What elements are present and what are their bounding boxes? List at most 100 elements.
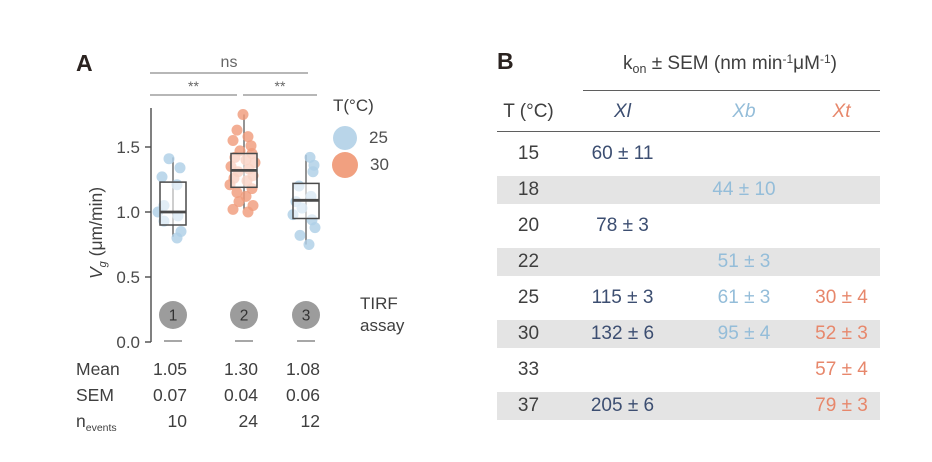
panel-b-label: B (497, 48, 514, 74)
kon-table-title: kon ± SEM (nm min-1μM-1) (623, 52, 837, 76)
stats-row-mean: Mean 1.05 1.30 1.08 (0, 359, 460, 383)
xb-value-cell: 61 ± 3 (717, 287, 771, 308)
legend-entry-25: 25 (333, 124, 389, 151)
table-row: 15 60 ± 11 (497, 136, 880, 172)
table-row: 20 78 ± 3 (497, 208, 880, 244)
xl-value-cell (560, 352, 685, 388)
y-axis-unit: (μm/min) (86, 186, 106, 262)
xl-value-cell (560, 244, 685, 280)
tirf-assay-line1: TIRF (360, 294, 398, 313)
assay-number: 2 (240, 308, 249, 325)
data-point (171, 232, 183, 244)
legend-swatch-30 (332, 151, 358, 178)
mean-value-2: 1.30 (223, 359, 258, 379)
significance-label-0: ns (221, 54, 238, 71)
xl-value-cell: 132 ± 6 (590, 323, 655, 344)
xt-value-cell (803, 172, 880, 208)
boxplot-group-2: 2 (224, 109, 261, 342)
temp-cell: 22 (517, 251, 540, 272)
xb-value-cell (685, 352, 803, 388)
header-xl: Xl (614, 101, 631, 122)
xt-value-cell: 52 ± 3 (815, 323, 868, 344)
boxplot-group-3: 3 (287, 151, 321, 342)
assay-number: 3 (302, 308, 311, 325)
legend-title: T(°C) (333, 96, 374, 115)
sem-label: SEM (76, 385, 114, 405)
xb-value-cell (685, 388, 803, 424)
data-point (156, 171, 168, 183)
tirf-assay-label: TIRF assay (360, 293, 404, 337)
temp-cell: 33 (517, 359, 540, 380)
header-temperature: T (°C) (503, 101, 554, 122)
data-point (242, 206, 254, 218)
assay-number-circle (159, 301, 187, 329)
sem-value-2: 0.04 (223, 385, 258, 405)
min-exponent: -1 (782, 52, 794, 66)
um-exponent: -1 (819, 52, 831, 66)
significance-label-1: ** (188, 78, 199, 94)
y-axis-variable: V (86, 267, 106, 280)
temp-cell: 30 (517, 323, 540, 344)
legend-entry-30: 30 (332, 151, 389, 178)
table-row: 18 44 ± 10 (497, 172, 880, 208)
temp-cell: 37 (517, 395, 540, 416)
xb-value-cell: 95 ± 4 (717, 323, 771, 344)
table-row: 22 51 ± 3 (497, 244, 880, 280)
temp-cell: 25 (517, 287, 540, 308)
y-tick-label: 0.0 (116, 333, 140, 352)
mean-label: Mean (76, 359, 120, 379)
stats-row-sem: SEM 0.07 0.04 0.06 (0, 385, 460, 409)
xb-value-cell (685, 136, 803, 172)
xl-value-cell: 205 ± 6 (590, 395, 655, 416)
xl-value-cell: 78 ± 3 (596, 215, 649, 236)
data-point (233, 196, 245, 208)
data-point (227, 135, 239, 146)
data-point (227, 203, 239, 215)
legend-label-30: 30 (370, 154, 389, 174)
data-point (237, 109, 249, 120)
temp-cell: 20 (517, 215, 540, 236)
mean-value-1: 1.05 (152, 359, 187, 379)
title-underline (583, 90, 880, 91)
data-point (307, 166, 319, 178)
xt-value-cell (803, 136, 880, 172)
header-underline (497, 131, 880, 132)
data-point (309, 222, 321, 234)
temperature-legend: T(°C) 25 30 (332, 96, 389, 178)
n-events-subscript: events (85, 422, 117, 434)
xb-value-cell (685, 208, 803, 244)
xb-value-cell: 51 ± 3 (717, 251, 771, 272)
n-value-2: 24 (238, 411, 258, 431)
assay-number: 1 (169, 308, 178, 325)
y-tick-label: 0.5 (116, 268, 140, 287)
xt-value-cell: 57 ± 4 (815, 359, 868, 380)
xt-value-cell (803, 244, 880, 280)
xl-value-cell: 115 ± 3 (591, 287, 654, 308)
panel-a-label: A (76, 50, 93, 76)
xl-value-cell: 60 ± 11 (591, 143, 654, 164)
n-value-1: 10 (167, 411, 187, 431)
temp-cell: 15 (517, 143, 540, 164)
table-row: 30 132 ± 6 95 ± 4 52 ± 3 (497, 316, 880, 352)
y-axis-title: Vg (μm/min) (86, 153, 109, 313)
header-xb: Xb (732, 101, 756, 122)
temp-cell: 18 (517, 179, 540, 200)
kon-subscript: on (632, 62, 647, 76)
data-point (174, 162, 186, 174)
legend-label-25: 25 (369, 127, 388, 147)
stats-row-n-events: nevents 10 24 12 (0, 411, 460, 435)
table-row: 25 115 ± 3 61 ± 3 30 ± 4 (497, 280, 880, 316)
assay-number-circle (292, 301, 320, 329)
n-value-3: 12 (300, 411, 320, 431)
sem-value-1: 0.07 (152, 385, 187, 405)
data-point (294, 229, 306, 241)
tirf-assay-line2: assay (360, 316, 405, 335)
data-point (242, 131, 254, 143)
data-point (231, 187, 243, 198)
xl-value-cell (560, 172, 685, 208)
data-point (231, 124, 243, 136)
boxplot-group-1: 1 (152, 153, 187, 342)
sem-value-3: 0.06 (285, 385, 320, 405)
n-events-label: nevents (76, 411, 117, 434)
